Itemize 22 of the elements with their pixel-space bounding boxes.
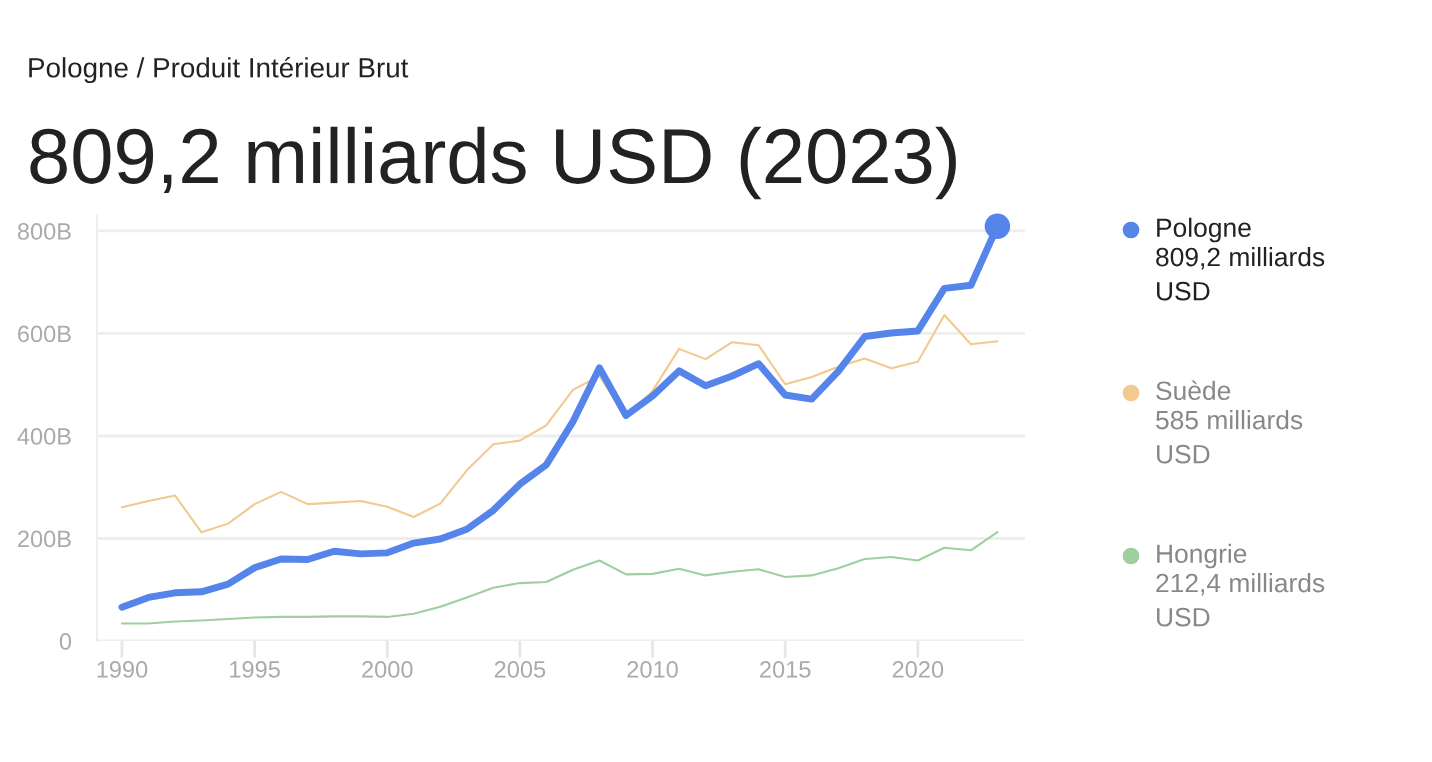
x-tick-label: 2015 [760, 661, 811, 678]
chart-subtitle: Pologne / Produit Intérieur Brut [29, 56, 409, 84]
legend-label: Hongrie [1157, 543, 1247, 569]
text: 585 milliards USD [1156, 410, 1303, 464]
line-series [120, 531, 999, 625]
x-tick-label: 2000 [362, 661, 413, 678]
text: 212,4 milliards USD [1156, 573, 1325, 627]
legend-label: Pologne [1157, 217, 1251, 243]
y-tick-label: 200B [18, 530, 71, 548]
line-series [120, 313, 999, 534]
y-tick-label: 800B [17, 223, 71, 240]
x-tick-label: 2020 [892, 661, 944, 678]
x-tick-label: 1990 [97, 661, 148, 678]
x-tick-label: 2010 [627, 661, 678, 678]
y-tick-label: 400B [17, 428, 71, 445]
x-tick-label: 1995 [230, 661, 280, 678]
chart-title: 809,2 milliards USD (2023) [30, 126, 956, 200]
text: 809,2 milliards USD [1156, 247, 1325, 301]
y-tick-label: 600B [18, 325, 71, 343]
x-tick-label: 2005 [494, 661, 546, 678]
y-tick-label: 0 [59, 633, 72, 650]
legend-label: Suède [1156, 380, 1231, 401]
